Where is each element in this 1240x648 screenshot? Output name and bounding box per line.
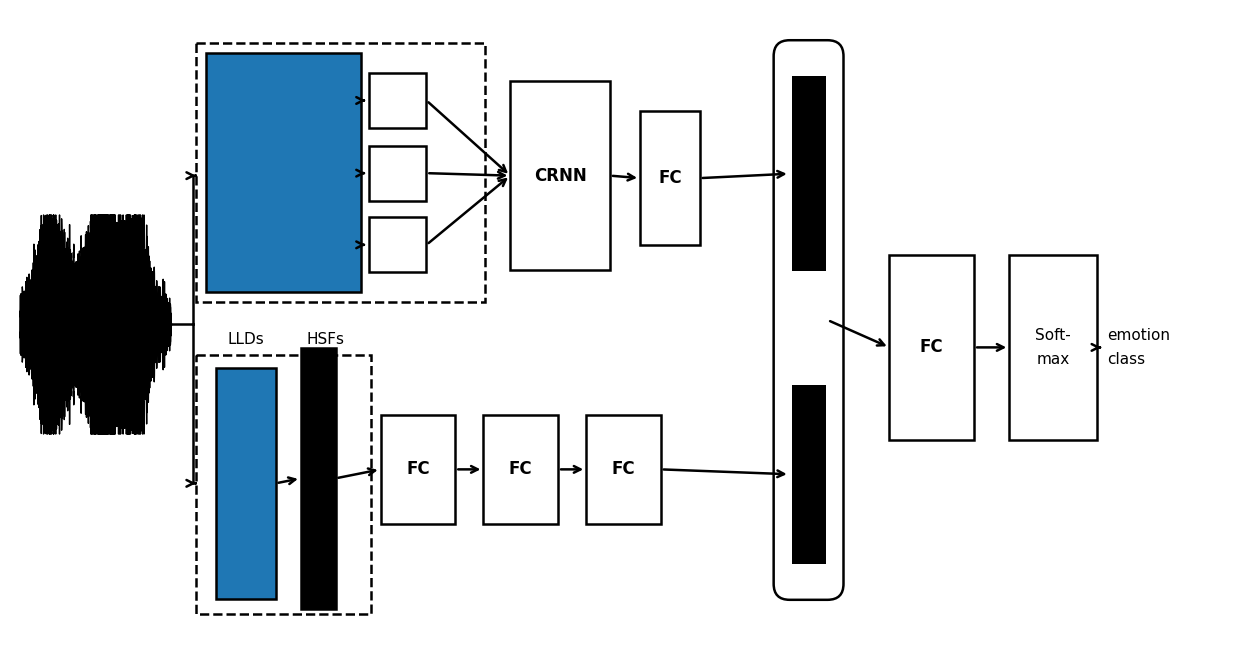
Text: max: max (1037, 352, 1070, 367)
Bar (216, 423, 275, 439)
Bar (206, 53, 361, 292)
Bar (216, 555, 275, 573)
FancyBboxPatch shape (774, 40, 843, 600)
Bar (640, 111, 699, 246)
Bar (196, 355, 371, 614)
Text: FC: FC (508, 460, 532, 478)
Bar (791, 384, 826, 564)
Bar (216, 439, 275, 491)
Bar (216, 587, 275, 599)
Text: CRNN: CRNN (533, 167, 587, 185)
Text: class: class (1107, 352, 1145, 367)
Text: FC: FC (611, 460, 635, 478)
Bar (368, 73, 427, 128)
Bar (587, 415, 661, 524)
Bar (368, 146, 427, 200)
Bar (484, 415, 558, 524)
Bar (216, 368, 275, 599)
Text: emotion: emotion (1107, 328, 1169, 343)
Text: LLDs: LLDs (227, 332, 264, 347)
Bar (510, 81, 610, 270)
Bar (301, 348, 336, 608)
Text: HSFs: HSFs (306, 332, 345, 347)
Bar (368, 218, 427, 272)
Bar (889, 255, 975, 439)
Bar (216, 513, 275, 555)
Text: FC: FC (920, 338, 944, 356)
Bar (216, 491, 275, 513)
Text: FC: FC (658, 169, 682, 187)
Bar (1009, 255, 1097, 439)
Bar (196, 43, 485, 302)
Bar (791, 76, 826, 272)
Bar (381, 415, 455, 524)
Bar (216, 391, 275, 423)
Text: FC: FC (407, 460, 430, 478)
Bar (216, 368, 275, 391)
Text: Soft-: Soft- (1035, 328, 1071, 343)
Bar (216, 573, 275, 587)
